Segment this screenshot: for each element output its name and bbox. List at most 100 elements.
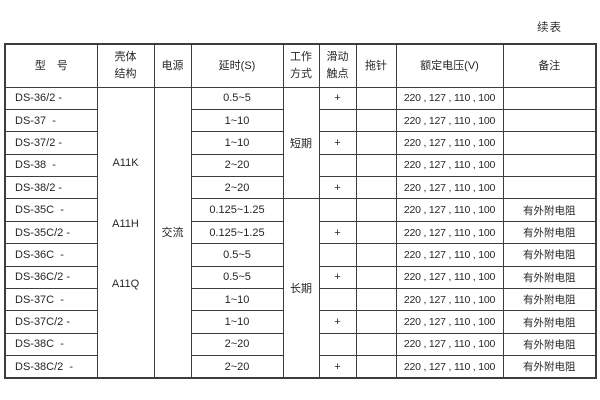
- remark-cell: 有外附电阻: [502, 355, 597, 379]
- delay-cell: 2~20: [190, 153, 284, 178]
- housing-cell: A11K A11H A11Q: [96, 86, 155, 379]
- delay-cell: 1~10: [190, 288, 284, 312]
- table-row: DS-37/2 - 1~10 + 220 , 127 , 110 , 100: [4, 131, 597, 155]
- voltage-cell: 220 , 127 , 110 , 100: [395, 310, 504, 334]
- pin-cell: [355, 153, 397, 178]
- model-cell: DS-38 -: [4, 153, 98, 178]
- table-row: DS-38/2 - 2~20 + 220 , 127 , 110 , 100: [4, 176, 597, 200]
- model-cell: DS-35C/2 -: [4, 220, 98, 245]
- work-mode-cell-short-term: 短期: [282, 86, 320, 200]
- voltage-cell: 220 , 127 , 110 , 100: [395, 153, 504, 178]
- pin-cell: [355, 108, 397, 133]
- header-row: 型 号 壳体 结构 电源 延时(S) 工作 方式 滑动 触点 拖针 额定电压(V…: [4, 43, 597, 88]
- pin-cell: [355, 220, 397, 245]
- pin-cell: [355, 332, 397, 357]
- col-header-remark: 备注: [502, 43, 597, 88]
- col-header-pin: 拖针: [355, 43, 397, 88]
- voltage-cell: 220 , 127 , 110 , 100: [395, 288, 504, 312]
- model-cell: DS-36/2 -: [4, 86, 98, 110]
- remark-cell: 有外附电阻: [502, 243, 597, 267]
- remark-cell: 有外附电阻: [502, 332, 597, 357]
- delay-cell: 0.125~1.25: [190, 198, 284, 222]
- relay-spec-table: 型 号 壳体 结构 电源 延时(S) 工作 方式 滑动 触点 拖针 额定电压(V…: [4, 43, 597, 380]
- col-header-housing: 壳体 结构: [96, 43, 155, 88]
- remark-cell: [502, 176, 597, 200]
- model-cell: DS-38C -: [4, 332, 98, 357]
- pin-cell: [355, 288, 397, 312]
- col-header-model: 型 号: [4, 43, 98, 88]
- remark-cell: 有外附电阻: [502, 220, 597, 245]
- sliding-contact-cell: +: [318, 355, 357, 379]
- pin-cell: [355, 198, 397, 222]
- sliding-contact-cell: +: [318, 220, 357, 245]
- delay-cell: 2~20: [190, 355, 284, 379]
- table-row: DS-37C/2 - 1~10 + 220 , 127 , 110 , 100 …: [4, 310, 597, 334]
- remark-cell: 有外附电阻: [502, 288, 597, 312]
- delay-cell: 1~10: [190, 310, 284, 334]
- voltage-cell: 220 , 127 , 110 , 100: [395, 332, 504, 357]
- pin-cell: [355, 310, 397, 334]
- sliding-contact-cell: +: [318, 176, 357, 200]
- voltage-cell: 220 , 127 , 110 , 100: [395, 355, 504, 379]
- delay-cell: 1~10: [190, 131, 284, 155]
- table-row: DS-36/2 - A11K A11H A11Q 交流 0.5~5 短期 + 2…: [4, 86, 597, 379]
- remark-cell: 有外附电阻: [502, 310, 597, 334]
- remark-cell: [502, 108, 597, 133]
- model-cell: DS-36C/2 -: [4, 265, 98, 290]
- sliding-contact-cell: [318, 243, 357, 267]
- model-cell: DS-37C -: [4, 288, 98, 312]
- voltage-cell: 220 , 127 , 110 , 100: [395, 86, 504, 110]
- sliding-contact-cell: +: [318, 86, 357, 110]
- delay-cell: 0.5~5: [190, 265, 284, 290]
- housing-label: A11K: [112, 156, 139, 169]
- sliding-contact-cell: [318, 288, 357, 312]
- delay-cell: 0.5~5: [190, 86, 284, 110]
- table-row: DS-38 - 2~20 220 , 127 , 110 , 100: [4, 153, 597, 178]
- delay-cell: 1~10: [190, 108, 284, 133]
- pin-cell: [355, 176, 397, 200]
- voltage-cell: 220 , 127 , 110 , 100: [395, 265, 504, 290]
- pin-cell: [355, 86, 397, 110]
- delay-cell: 0.125~1.25: [190, 220, 284, 245]
- power-cell: 交流: [153, 86, 192, 379]
- sliding-contact-cell: [318, 153, 357, 178]
- pin-cell: [355, 243, 397, 267]
- pin-cell: [355, 131, 397, 155]
- table-row: DS-36C/2 - 0.5~5 + 220 , 127 , 110 , 100…: [4, 265, 597, 290]
- table-row: DS-36C - 0.5~5 220 , 127 , 110 , 100 有外附…: [4, 243, 597, 267]
- housing-label: A11Q: [111, 278, 140, 291]
- voltage-cell: 220 , 127 , 110 , 100: [395, 198, 504, 222]
- voltage-cell: 220 , 127 , 110 , 100: [395, 131, 504, 155]
- model-cell: DS-37 -: [4, 108, 98, 133]
- voltage-cell: 220 , 127 , 110 , 100: [395, 220, 504, 245]
- model-cell: DS-36C -: [4, 243, 98, 267]
- sliding-contact-cell: +: [318, 310, 357, 334]
- voltage-cell: 220 , 127 , 110 , 100: [395, 243, 504, 267]
- remark-cell: [502, 86, 597, 110]
- sliding-contact-cell: +: [318, 131, 357, 155]
- pin-cell: [355, 265, 397, 290]
- remark-cell: 有外附电阻: [502, 265, 597, 290]
- col-header-delay: 延时(S): [190, 43, 284, 88]
- sliding-contact-cell: [318, 332, 357, 357]
- delay-cell: 0.5~5: [190, 243, 284, 267]
- housing-label: A11H: [112, 217, 139, 230]
- voltage-cell: 220 , 127 , 110 , 100: [395, 108, 504, 133]
- col-header-sliding-contact: 滑动 触点: [318, 43, 357, 88]
- remark-cell: [502, 131, 597, 155]
- table-row: DS-35C - 0.125~1.25 长期 220 , 127 , 110 ,…: [4, 198, 597, 379]
- col-header-voltage: 额定电压(V): [395, 43, 504, 88]
- continued-table-label: 续表: [537, 22, 562, 34]
- table-row: DS-38C/2 - 2~20 + 220 , 127 , 110 , 100 …: [4, 355, 597, 379]
- model-cell: DS-37/2 -: [4, 131, 98, 155]
- work-mode-cell-long-term: 长期: [282, 198, 320, 379]
- model-cell: DS-38/2 -: [4, 176, 98, 200]
- model-cell: DS-37C/2 -: [4, 310, 98, 334]
- pin-cell: [355, 355, 397, 379]
- delay-cell: 2~20: [190, 176, 284, 200]
- table-row: DS-37 - 1~10 220 , 127 , 110 , 100: [4, 108, 597, 133]
- col-header-power: 电源: [153, 43, 192, 88]
- remark-cell: 有外附电阻: [502, 198, 597, 222]
- sliding-contact-cell: +: [318, 265, 357, 290]
